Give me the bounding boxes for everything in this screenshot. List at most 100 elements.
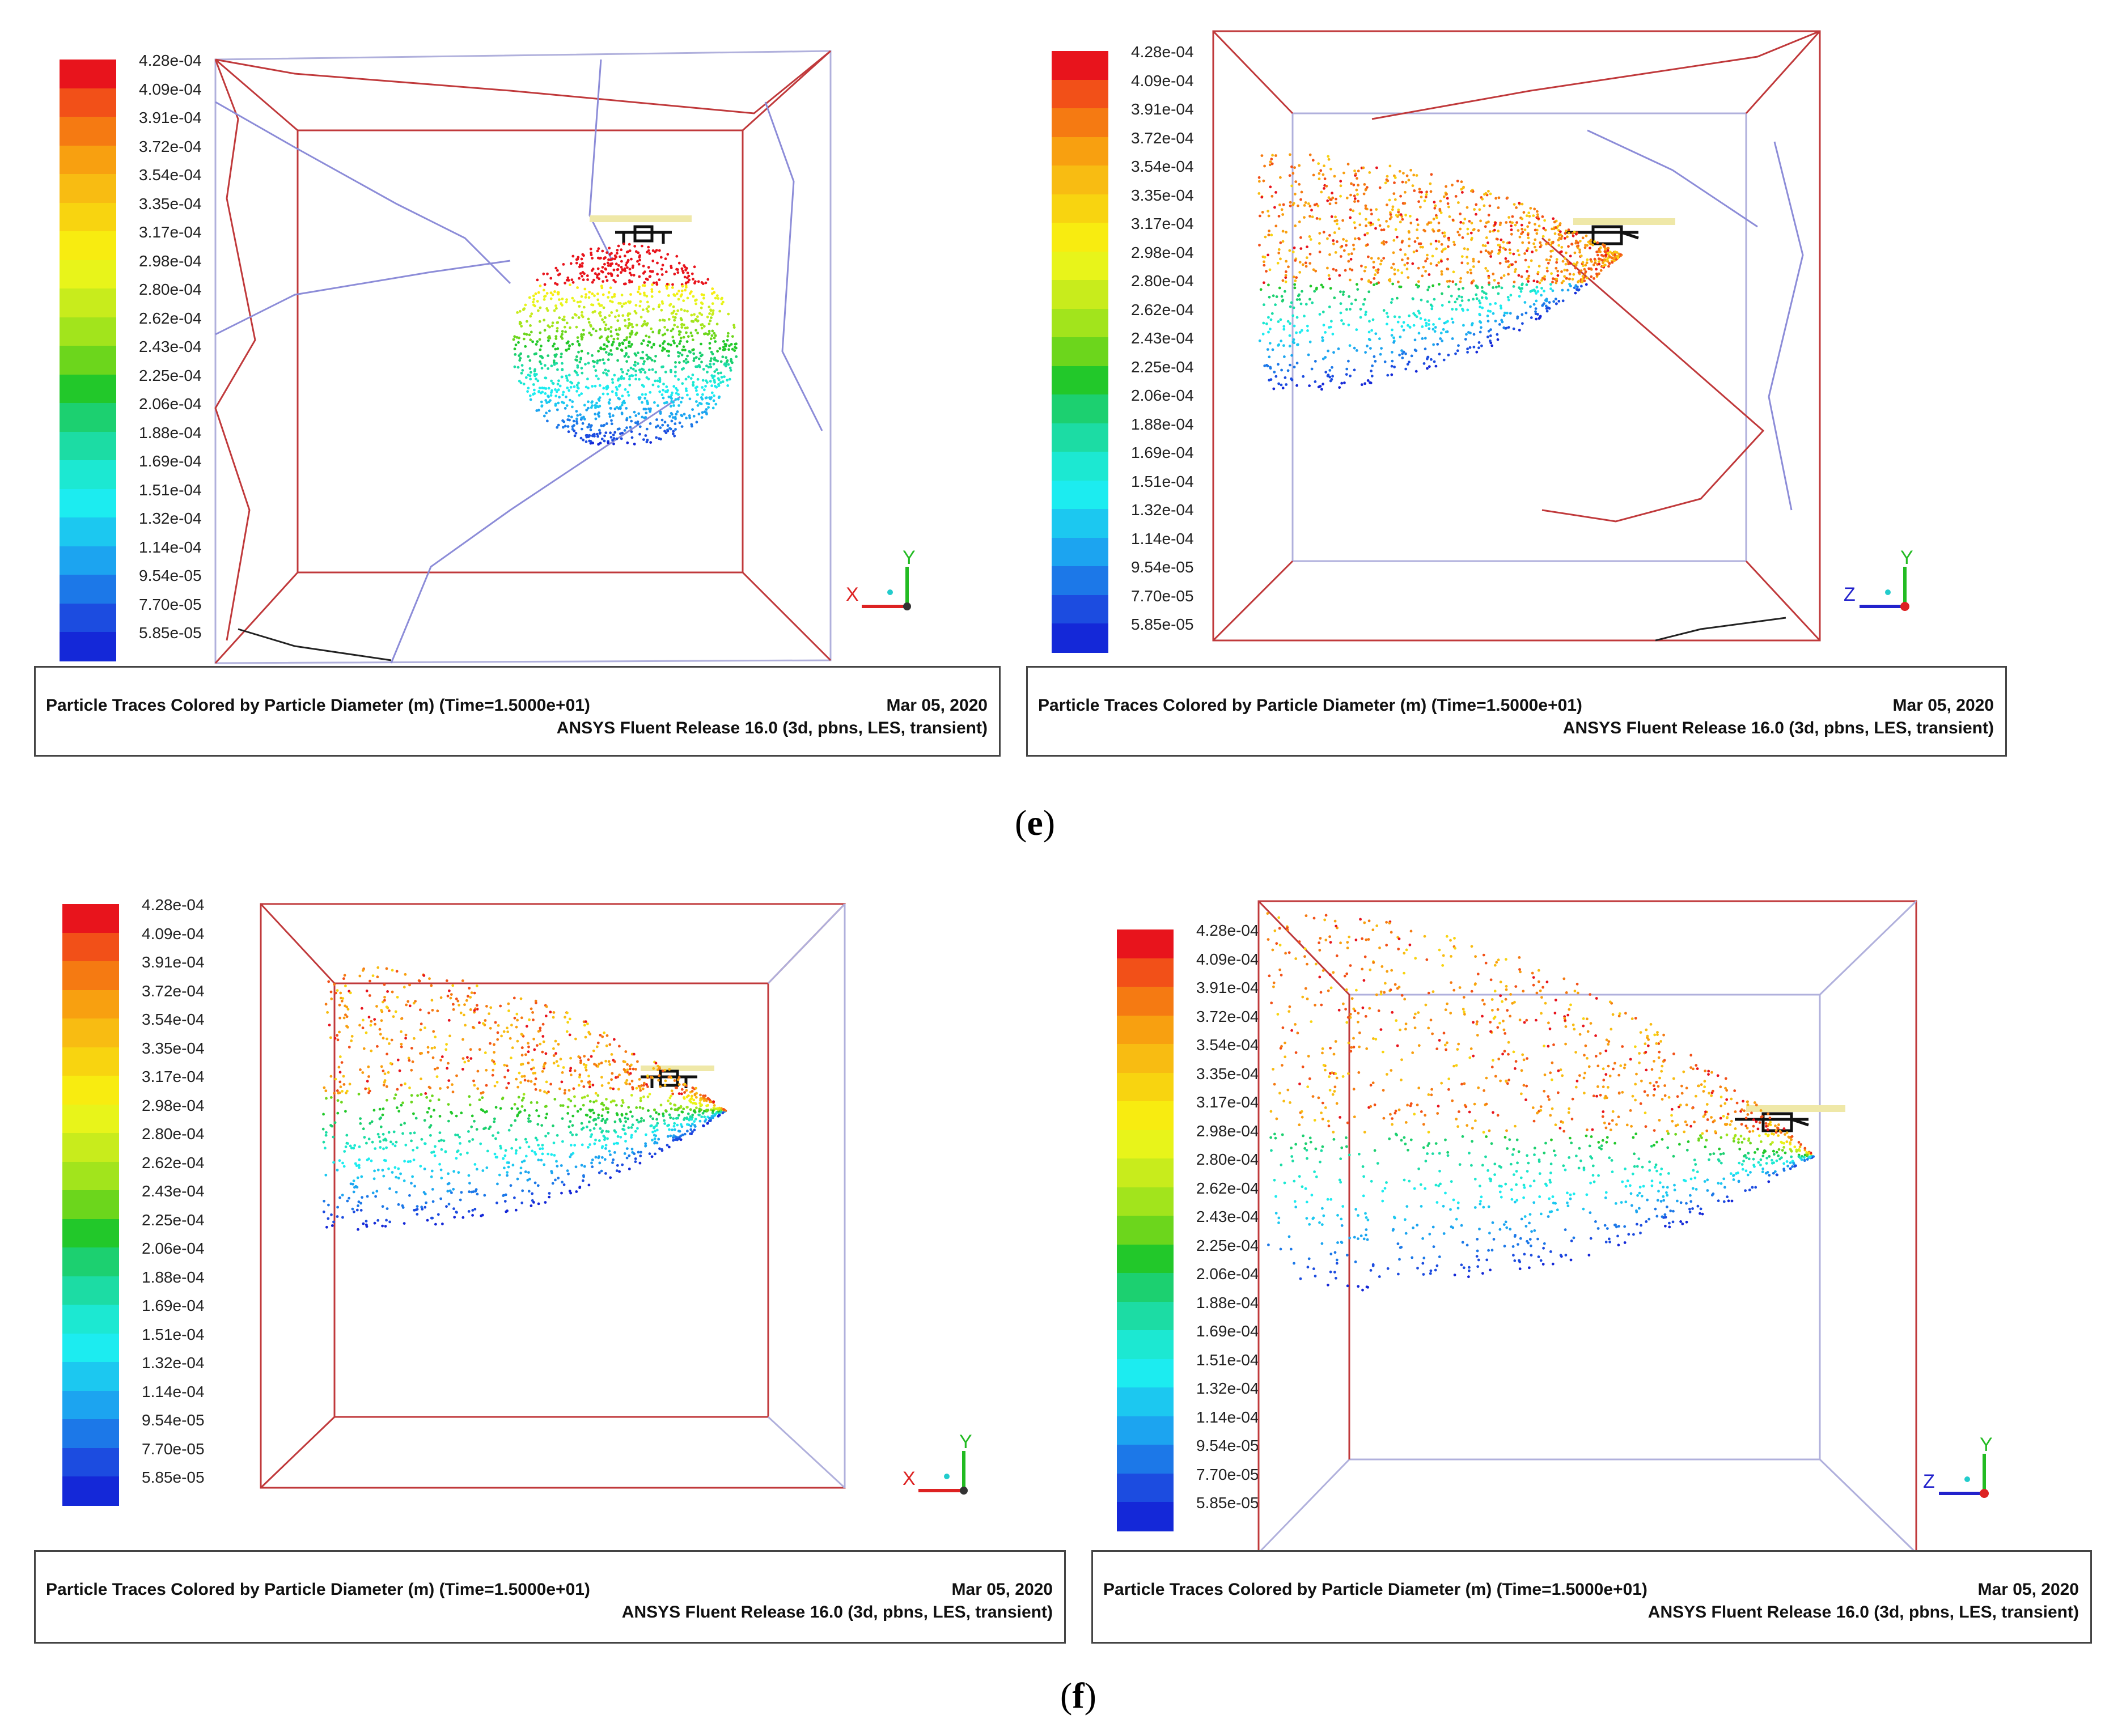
particle: [333, 1121, 337, 1124]
particle: [543, 1163, 546, 1166]
particle: [573, 1095, 576, 1098]
particle: [630, 1094, 633, 1097]
particle: [1647, 1217, 1651, 1221]
particle: [1543, 219, 1546, 222]
particle: [605, 345, 609, 348]
particle: [338, 1071, 342, 1074]
particle: [680, 289, 684, 292]
particle: [440, 1148, 443, 1151]
particle: [685, 1106, 689, 1109]
particle: [677, 398, 680, 401]
colorbar-tick-label: 1.88e-04: [1131, 415, 1194, 433]
particle: [456, 1150, 459, 1153]
particle: [704, 1120, 706, 1123]
particle: [1416, 1103, 1419, 1106]
particle: [622, 1124, 625, 1127]
particle: [578, 1073, 582, 1076]
domain-view: Z Y: [1257, 900, 1993, 1554]
particle: [514, 1138, 518, 1141]
particle: [620, 1104, 624, 1107]
particle: [1520, 217, 1524, 220]
particle: [1567, 228, 1570, 231]
particle: [499, 1004, 502, 1008]
particle: [557, 1177, 560, 1179]
particle: [690, 1097, 693, 1100]
particle: [626, 1117, 630, 1120]
particle: [1417, 1044, 1421, 1047]
particle: [1352, 1037, 1355, 1040]
particle: [1640, 1194, 1644, 1198]
particle: [540, 345, 543, 347]
particle: [598, 428, 601, 432]
particle: [1371, 223, 1374, 226]
particle: [340, 996, 342, 1000]
particle: [1506, 296, 1510, 299]
particle: [613, 1100, 616, 1103]
particle: [607, 264, 610, 267]
particle: [1466, 347, 1469, 350]
particle: [1661, 1137, 1664, 1141]
particle: [1535, 249, 1538, 252]
particle: [1579, 254, 1583, 257]
particle: [1369, 209, 1373, 211]
particle: [630, 1063, 633, 1067]
particle: [1416, 218, 1419, 221]
caption-release: ANSYS Fluent Release 16.0 (3d, pbns, LES…: [621, 1603, 1053, 1622]
particle: [386, 1098, 388, 1102]
particle: [1412, 298, 1414, 300]
colorbar-tick-label: 1.69e-04: [1196, 1322, 1259, 1340]
particle: [1393, 181, 1396, 184]
particle: [641, 1087, 645, 1090]
particle: [584, 1035, 587, 1039]
particle: [1543, 1151, 1546, 1154]
particle: [1367, 279, 1370, 282]
particle: [1269, 328, 1272, 330]
particle: [1421, 337, 1424, 340]
particle: [597, 1156, 600, 1160]
particle: [689, 377, 693, 380]
particle: [371, 974, 375, 977]
particle: [600, 1076, 603, 1079]
particle: [695, 1106, 698, 1110]
particle: [427, 1107, 431, 1110]
particle: [1263, 364, 1267, 367]
particle: [1503, 311, 1506, 315]
particle: [608, 398, 612, 401]
particle: [1277, 252, 1281, 254]
particle: [387, 1071, 390, 1074]
particle: [547, 1152, 550, 1156]
particle: [386, 990, 389, 993]
particle: [1511, 215, 1514, 218]
particle: [708, 1117, 711, 1120]
particle: [1357, 1012, 1360, 1015]
particle: [1558, 222, 1562, 225]
particle: [326, 1011, 329, 1014]
particle: [693, 282, 696, 285]
particle: [596, 267, 600, 270]
particle: [1534, 310, 1537, 313]
particle: [525, 1025, 528, 1028]
particle: [573, 429, 576, 432]
particle: [1332, 1131, 1335, 1134]
particle: [1525, 283, 1528, 286]
particle: [1349, 268, 1352, 271]
particle: [1332, 242, 1335, 245]
particle: [330, 1213, 333, 1216]
particle: [1327, 1283, 1329, 1287]
particle: [713, 356, 716, 359]
particle: [696, 393, 699, 396]
particle: [615, 1103, 618, 1107]
particle: [535, 343, 538, 346]
particle: [445, 1205, 448, 1208]
particle: [713, 370, 717, 373]
particle: [624, 302, 628, 305]
particle: [623, 429, 626, 432]
particle: [536, 1044, 539, 1047]
particle: [600, 286, 604, 290]
particle: [1417, 309, 1420, 313]
particle: [619, 1120, 622, 1123]
particle: [633, 1152, 636, 1156]
particle: [663, 421, 667, 424]
particle: [1545, 266, 1549, 270]
particle: [701, 386, 704, 389]
